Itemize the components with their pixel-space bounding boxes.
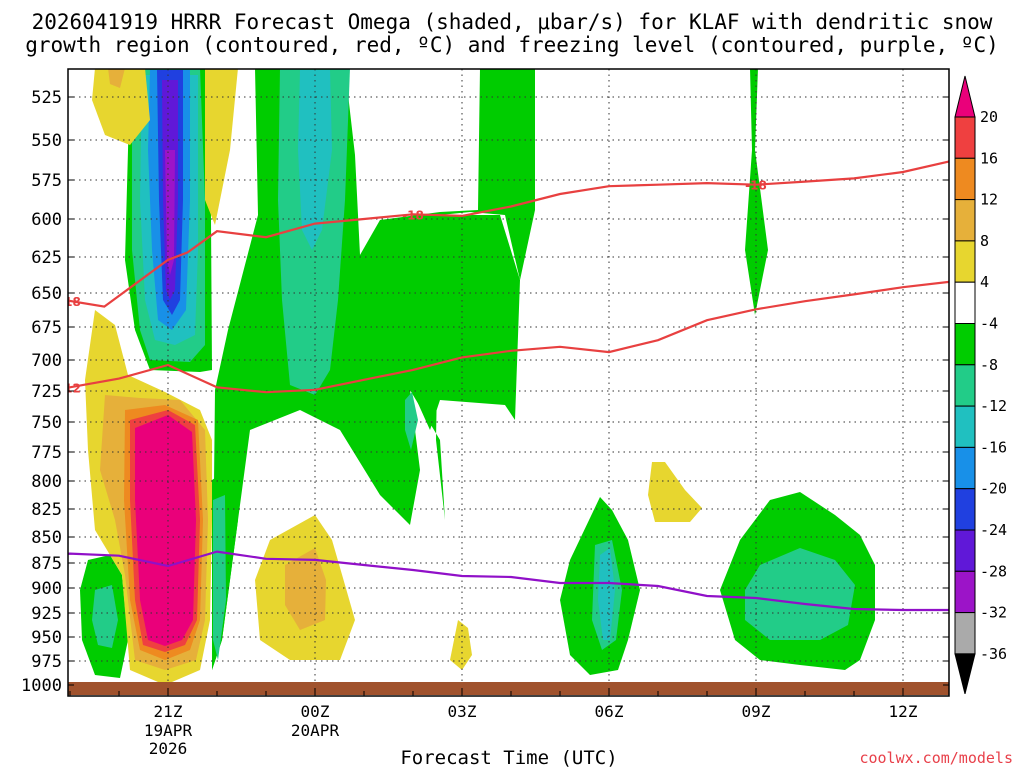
omega-region-sinking-4-03z — [450, 620, 472, 670]
y-tick-label-575: 575 — [31, 171, 62, 191]
colorbar-band-0 — [954, 116, 976, 159]
y-tick-label-625: 625 — [31, 248, 62, 268]
isotherm-label-lower-left: -12 — [59, 381, 81, 395]
colorbar-band-4 — [954, 281, 976, 325]
isotherm-label-upper-left: -18 — [59, 295, 81, 309]
y-tick-label-800: 800 — [31, 472, 62, 492]
x-axis-label: Forecast Time (UTC) — [400, 747, 617, 768]
omega-region-m8-left-low — [92, 585, 118, 648]
omega-region-rising-09z-column — [745, 69, 768, 315]
y-tick-label-925: 925 — [31, 604, 62, 624]
omega-region-sinking-4-left — [92, 69, 150, 145]
colorbar-band-1 — [954, 157, 976, 201]
colorbar-label-2: 12 — [980, 191, 998, 209]
colorbar-label-7: -12 — [980, 397, 1007, 415]
y-tick-label-675: 675 — [31, 318, 62, 338]
omega-region-m12-06z — [598, 548, 615, 640]
y-tick-label-650: 650 — [31, 284, 62, 304]
omega-region-sinking-8-00z — [285, 548, 326, 630]
colorbar-label-11: -28 — [980, 562, 1007, 580]
isotherm-label-upper-right: -18 — [745, 179, 767, 193]
y-tick-label-700: 700 — [31, 351, 62, 371]
y-tick-label-950: 950 — [31, 628, 62, 648]
omega-region-sinking-20-main — [135, 415, 196, 646]
colorbar-label-8: -16 — [980, 438, 1007, 456]
x-tick-label-3: 06Z — [595, 702, 624, 721]
y-tick-label-825: 825 — [31, 500, 62, 520]
omega-region-sinking-4-upper-right — [205, 69, 238, 225]
colorbar-band-8 — [954, 446, 976, 490]
y-tick-label-900: 900 — [31, 579, 62, 599]
isoline-series-0 — [68, 160, 949, 308]
colorbar-band-11 — [954, 570, 976, 614]
colorbar-label-12: -32 — [980, 604, 1007, 622]
omega-region-m8-09z — [745, 548, 855, 640]
chart-title-line2: growth region (contoured, red, ºC) and f… — [25, 33, 999, 57]
y-tick-label-850: 850 — [31, 528, 62, 548]
y-tick-label-550: 550 — [31, 131, 62, 151]
colorbar-label-13: -36 — [980, 645, 1007, 663]
y-tick-label-600: 600 — [31, 210, 62, 230]
y-tick-label-775: 775 — [31, 443, 62, 463]
colorbar-label-1: 16 — [980, 149, 998, 167]
colorbar-band-9 — [954, 488, 976, 531]
x-tick-label-5: 12Z — [889, 702, 918, 721]
y-axis: 525 550 575 600 625 650 675 700 725 750 775 800 825 8… — [21, 88, 949, 696]
chart-title-line1: 2026041919 HRRR Forecast Omega (shaded, … — [32, 10, 993, 34]
y-tick-label-750: 750 — [31, 413, 62, 433]
colorbar-bottom-arrow — [954, 653, 976, 695]
colorbar-label-3: 8 — [980, 232, 989, 250]
credit-text: coolwx.com/models — [859, 749, 1013, 767]
omega-region-m8-bar — [213, 495, 226, 660]
omega-region-m28-upper-left — [165, 150, 175, 275]
colorbar: 20 16 12 8 4 -4 -8 -12 -16 -20 -24 -28 -32 -36 — [954, 75, 1007, 695]
isotherm-label-upper-mid: -18 — [402, 208, 424, 222]
colorbar-band-2 — [954, 199, 976, 242]
x-tick-label-2: 03Z — [448, 702, 477, 721]
x-tick-label-4: 09Z — [742, 702, 771, 721]
y-tick-label-725: 725 — [31, 382, 62, 402]
colorbar-band-7 — [954, 405, 976, 448]
omega-region-sinking-4-0730z — [648, 462, 702, 522]
colorbar-band-6 — [954, 364, 976, 407]
chart-grid — [68, 69, 949, 682]
colorbar-label-0: 20 — [980, 108, 998, 126]
colorbar-band-10 — [954, 529, 976, 572]
x-tick-label-1: 00Z — [301, 702, 330, 721]
colorbar-band-3 — [954, 240, 976, 283]
plot-frame — [67, 68, 950, 697]
x-tick-year-0: 2026 — [149, 739, 188, 758]
colorbar-band-12 — [954, 612, 976, 655]
colorbar-label-9: -20 — [980, 480, 1007, 498]
omega-region-rising-center — [360, 215, 520, 430]
y-tick-label-875: 875 — [31, 554, 62, 574]
omega-region-m12-upper — [298, 70, 332, 250]
omega-region-m8-mid — [405, 392, 418, 450]
y-tick-label-525: 525 — [31, 88, 62, 108]
colorbar-label-4: 4 — [980, 273, 989, 291]
ground-surface — [68, 682, 949, 695]
x-tick-date-1: 20APR — [291, 721, 340, 740]
x-tick-label-0: 21Z — [154, 702, 183, 721]
colorbar-label-6: -8 — [980, 356, 998, 374]
colorbar-top-arrow — [954, 75, 976, 118]
x-tick-date-0: 19APR — [144, 721, 193, 740]
colorbar-band-5 — [954, 323, 976, 366]
isoline-series-1 — [68, 280, 949, 394]
y-tick-label-1000: 1000 — [21, 676, 62, 696]
colorbar-label-10: -24 — [980, 521, 1007, 539]
y-tick-label-975: 975 — [31, 652, 62, 672]
omega-region-sinking-8-left — [108, 69, 125, 88]
isoline-series-2 — [68, 550, 949, 612]
isotherm-lines: -18 -12 -18 -18 — [59, 160, 949, 612]
colorbar-label-5: -4 — [980, 315, 998, 333]
